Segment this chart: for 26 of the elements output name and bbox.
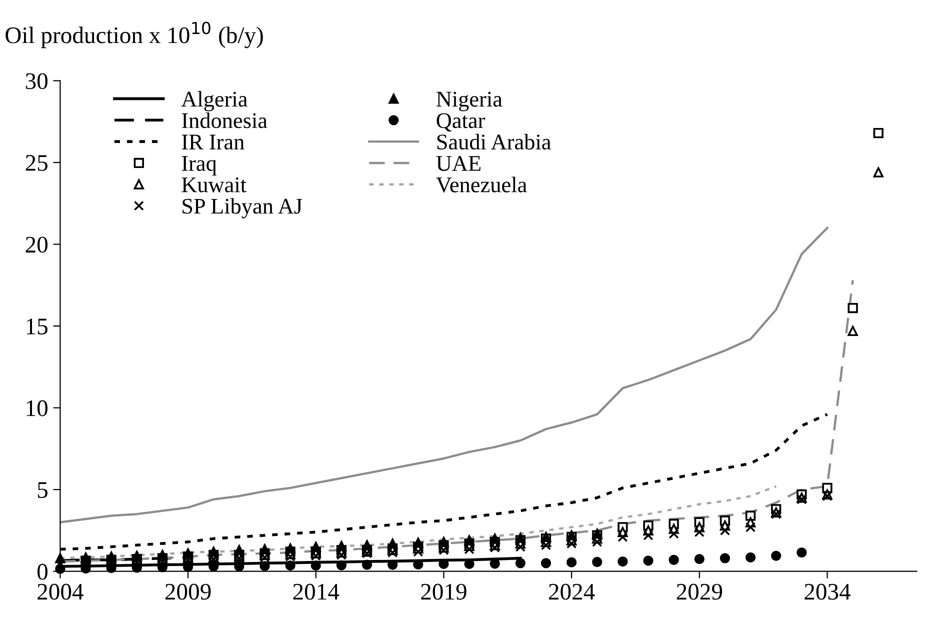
y-tick-label: 15 [26,318,48,334]
x-tick-label: 2009 [165,584,211,600]
x-tick-label: 2034 [804,584,850,600]
y-tick-label: 5 [38,482,48,498]
y-tick-label: 25 [26,155,48,171]
x-tick-label: 2014 [293,584,340,600]
legend-label: Saudi Arabia [437,134,551,150]
legend-label: Indonesia [182,112,268,128]
x-tick-label: 2004 [38,584,84,600]
legend-label: Qatar [436,113,486,132]
y-tick-label: 10 [26,400,48,416]
y-axis-title: Oil production x 10$^{10}$ (b/y) [6,22,263,48]
y-tick-label: 20 [26,236,48,253]
x-tick-label: 2029 [676,584,722,600]
x-tick-label: 2019 [421,584,466,600]
legend-label: UAE [436,156,480,171]
legend-label: IR Iran [182,134,244,150]
legend-label: Nigeria [436,92,502,112]
legend-label: Iraq [182,156,216,176]
y-tick-label: 0 [37,564,48,580]
x-tick-label: 2024 [548,584,595,600]
legend-label: SP Libyan AJ [182,198,302,218]
y-tick-label: 30 [26,73,48,90]
legend-label: Kuwait [182,177,246,192]
legend-label: Venezuela [436,176,527,192]
legend-label: Algeria [181,91,248,112]
